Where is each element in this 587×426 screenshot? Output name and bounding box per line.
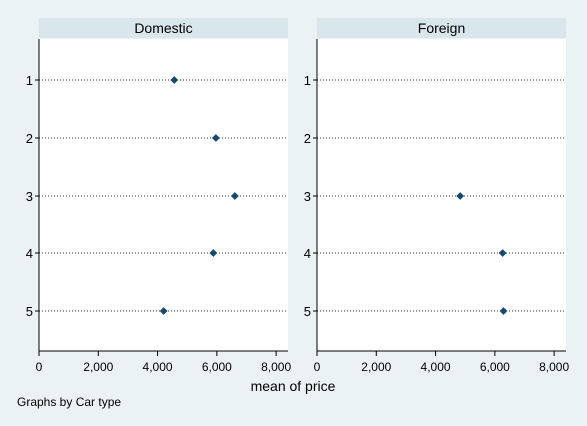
panel-title: Domestic [134,20,192,36]
x-tick-label: 8,000 [261,360,291,374]
panel-title: Foreign [418,20,465,36]
data-point [498,249,507,257]
y-tick-label: 2 [304,131,311,146]
data-point [159,307,168,315]
data-point [499,307,508,315]
y-tick-label: 3 [26,189,33,204]
y-tick-label: 3 [304,189,311,204]
data-point [209,249,218,257]
x-tick-label: 6,000 [480,360,510,374]
y-tick-label: 1 [26,73,33,88]
x-tick-label: 4,000 [421,360,451,374]
data-point [230,192,239,200]
x-tick-label: 4,000 [143,360,173,374]
panel-0: Domestic 1 2 3 4 5 0 2,000 4,000 6,000 8,000 [26,18,291,374]
y-tick-label: 5 [304,304,311,319]
y-tick-label: 2 [26,131,33,146]
x-tick-label: 2,000 [83,360,113,374]
panel-header [39,18,288,38]
x-tick-label: 8,000 [539,360,569,374]
y-tick-label: 4 [304,246,311,261]
panel-header [317,18,566,38]
y-tick-label: 4 [26,246,33,261]
plot-area [317,39,566,351]
x-tick-label: 6,000 [202,360,232,374]
data-point [456,192,465,200]
x-tick-label: 0 [314,360,321,374]
y-tick-label: 1 [304,73,311,88]
x-axis-label: mean of price [251,378,336,394]
y-tick-label: 5 [26,304,33,319]
x-tick-label: 2,000 [361,360,391,374]
graphs-by-note: Graphs by Car type [17,395,121,409]
data-point [211,134,220,142]
panel-1: Foreign 1 2 3 4 5 0 2,000 4,000 6,000 8,000 [304,18,569,374]
x-tick-label: 0 [36,360,43,374]
plot-area [39,39,288,351]
data-point [170,76,179,84]
